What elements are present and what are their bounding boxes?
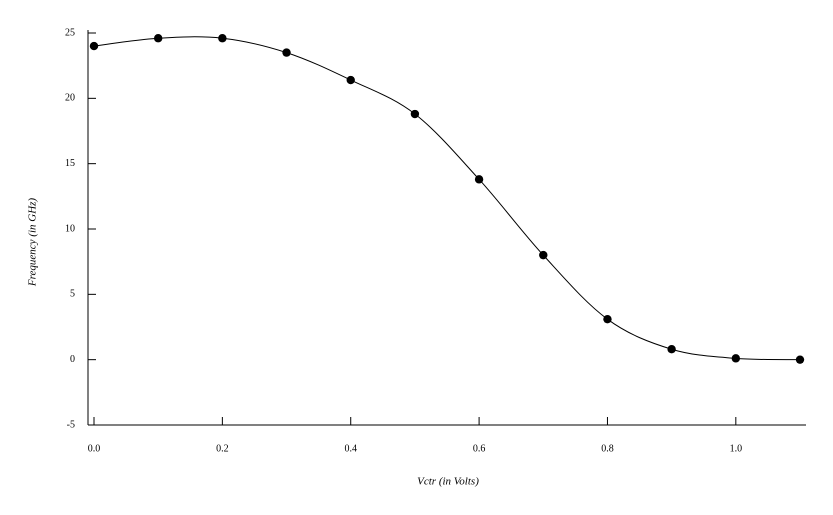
y-tick-label: 20 [65, 93, 75, 104]
y-axis-label: Frequency (in GHz) [27, 198, 39, 288]
x-tick-label: 0.2 [216, 443, 229, 454]
point [795, 355, 805, 364]
point [731, 354, 741, 363]
y-tick-label: -5 [67, 419, 75, 430]
point [603, 314, 612, 324]
x-tick-label: 0.0 [88, 443, 101, 454]
x-tick-label: 0.8 [601, 443, 614, 454]
point [667, 345, 676, 354]
point [89, 41, 99, 51]
point [474, 175, 484, 184]
point [153, 34, 163, 43]
x-tick-label: 0.4 [344, 443, 357, 454]
x-tick-label: 1.0 [730, 443, 743, 454]
x-axis-label: Vctr (in Volts) [417, 476, 479, 488]
point [218, 34, 227, 43]
y-tick-label: 5 [70, 289, 75, 300]
point [282, 48, 291, 57]
y-tick-label: 15 [65, 158, 75, 169]
point [410, 109, 420, 119]
y-tick-label: 10 [65, 223, 75, 234]
y-tick-label: 25 [65, 27, 75, 38]
line [93, 36, 801, 361]
y-tick-label: 0 [70, 354, 75, 365]
point [346, 75, 355, 85]
point [539, 250, 548, 260]
x-tick-label: 0.6 [473, 443, 486, 454]
